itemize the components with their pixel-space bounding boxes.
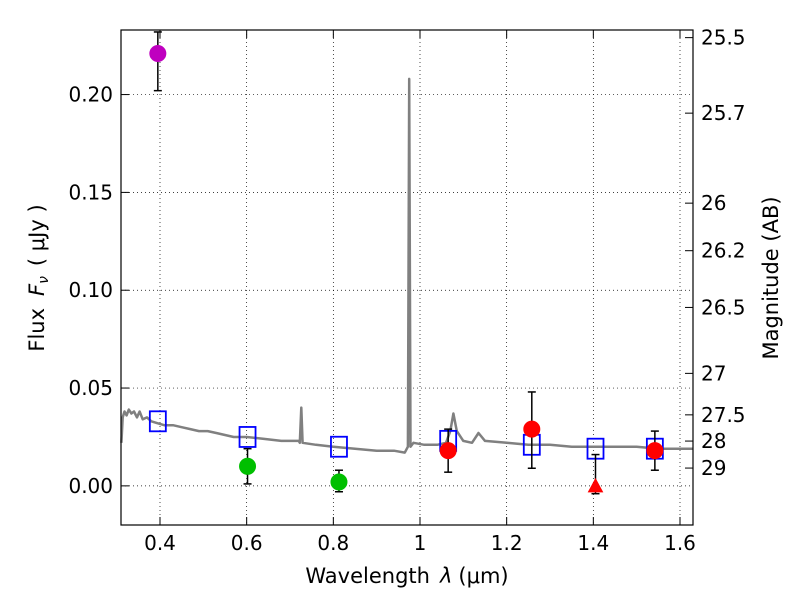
- magnitude-tick-label: 25.5: [701, 26, 746, 50]
- magnitude-tick-label: 27.5: [701, 403, 746, 427]
- magnitude-tick-label: 27: [701, 361, 726, 385]
- x-tick-label: 1: [414, 531, 427, 555]
- observed-point: [149, 44, 167, 62]
- observed-point: [646, 442, 664, 460]
- axis-ticks: 0.4 0.6 0.8 1 1.2 1.4 1.6 0.00 0.05 0.10 0.15 0.20 2…: [68, 26, 745, 555]
- x-tick-label: 0.8: [317, 531, 349, 555]
- magnitude-tick-label: 25.7: [701, 101, 746, 125]
- magnitude-tick-label: 28: [701, 429, 726, 453]
- model-band-square: [148, 410, 167, 433]
- x-tick-label: 1.4: [577, 531, 609, 555]
- plot-frame: [120, 29, 694, 526]
- x-tick-label: 1.6: [664, 531, 696, 555]
- y-tick-label: 0.05: [68, 376, 113, 400]
- model-band-square: [330, 435, 348, 458]
- model-spectrum-line: [120, 77, 693, 454]
- magnitude-tick-label: 26: [701, 191, 726, 215]
- magnitude-tick-label: 29: [701, 456, 726, 480]
- x-tick-label: 0.6: [231, 531, 263, 555]
- magnitude-tick-label: 26.5: [701, 295, 746, 319]
- y-axis-title: FluxFν( μJy ): [25, 204, 52, 351]
- magnitude-tick-label: 26.2: [701, 239, 746, 263]
- y-tick-label: 0.10: [68, 278, 113, 302]
- y-tick-label: 0.00: [68, 474, 113, 498]
- y-tick-label: 0.20: [68, 83, 113, 107]
- observed-point: [523, 420, 541, 438]
- y-tick-label: 0.15: [68, 180, 113, 204]
- observed-point: [439, 442, 457, 460]
- upper-limit-marker: [587, 477, 604, 493]
- model-band-square: [238, 426, 257, 448]
- observed-point: [330, 473, 348, 491]
- x-tick-label: 1.2: [491, 531, 523, 555]
- x-tick-label: 0.4: [144, 531, 176, 555]
- x-axis-title: Wavelength λ (μm): [305, 564, 508, 588]
- observed-point: [239, 457, 257, 475]
- y2-axis-title: Magnitude (AB): [759, 196, 783, 359]
- data-series: [120, 31, 693, 495]
